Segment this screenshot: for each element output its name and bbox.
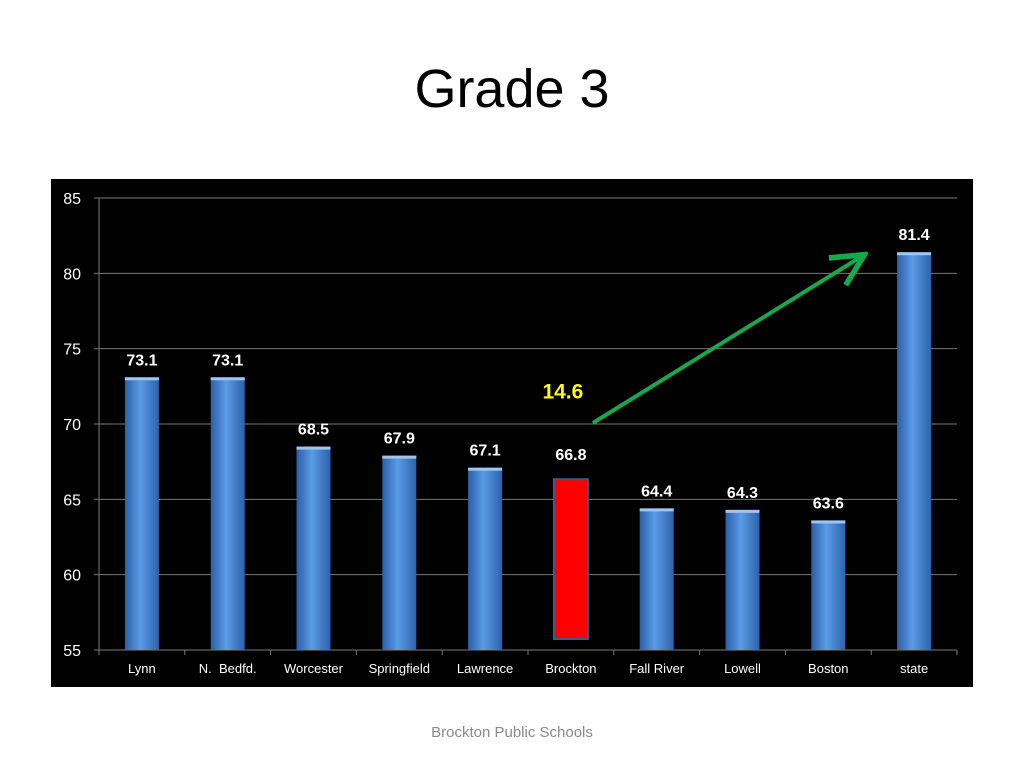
data-label: 66.8: [555, 447, 586, 464]
bar: [124, 377, 159, 650]
increase-arrow: [591, 257, 861, 425]
x-tick-label: Brockton: [545, 661, 596, 676]
x-tick-label: Fall River: [629, 661, 685, 676]
bar: [382, 455, 417, 650]
bar-cap: [468, 467, 503, 471]
bar: [725, 509, 760, 650]
data-label: 68.5: [298, 422, 329, 439]
gap-callout: 14.6: [542, 380, 583, 403]
bar-cap: [296, 446, 331, 450]
y-tick-label: 85: [63, 191, 81, 208]
bar: [811, 520, 846, 650]
bar-chart: 55 60 65 70 75 80 85 73.1 Lynn 73.1 N. Bedfd. 68.5 W…: [51, 179, 973, 687]
bar: [468, 467, 503, 650]
bar-cap: [811, 520, 846, 524]
bar-cap: [897, 252, 932, 256]
footer-text: Brockton Public Schools: [431, 724, 593, 741]
data-label: 63.6: [813, 495, 844, 512]
y-tick-label: 70: [63, 417, 81, 434]
bar-cap: [639, 508, 674, 512]
y-tick-label: 60: [63, 568, 81, 585]
bar-cap: [725, 509, 760, 513]
data-label: 67.1: [470, 443, 501, 460]
data-label: 64.3: [727, 485, 758, 502]
x-tick-label: Lowell: [724, 661, 761, 676]
x-tick-label: Lawrence: [457, 661, 513, 676]
bar-cap: [382, 455, 417, 459]
chart-canvas: 55 60 65 70 75 80 85 73.1 Lynn 73.1 N. Bedfd. 68.5 W…: [63, 191, 958, 676]
bar: [296, 446, 331, 650]
y-tick-label: 55: [63, 643, 81, 660]
data-label: 73.1: [126, 352, 157, 369]
bar: [210, 377, 245, 650]
data-label: 73.1: [212, 352, 243, 369]
bar-cap: [210, 377, 245, 381]
slide-title: Grade 3: [414, 59, 610, 119]
x-tick-label: Boston: [808, 661, 848, 676]
x-tick-label: Springfield: [369, 661, 430, 676]
bar: [897, 252, 932, 650]
bar-cap: [124, 377, 159, 381]
bar: [639, 508, 674, 650]
data-label: 81.4: [899, 227, 930, 244]
data-label: 67.9: [384, 431, 415, 448]
x-tick-label: N. Bedfd.: [199, 661, 257, 676]
x-tick-label: Worcester: [284, 661, 344, 676]
data-label: 64.4: [641, 483, 672, 500]
y-tick-label: 75: [63, 342, 81, 359]
x-tick-label: state: [900, 661, 928, 676]
y-tick-label: 65: [63, 492, 81, 509]
bar-brockton: [552, 478, 589, 641]
x-tick-label: Lynn: [128, 661, 156, 676]
y-tick-label: 80: [63, 266, 81, 283]
